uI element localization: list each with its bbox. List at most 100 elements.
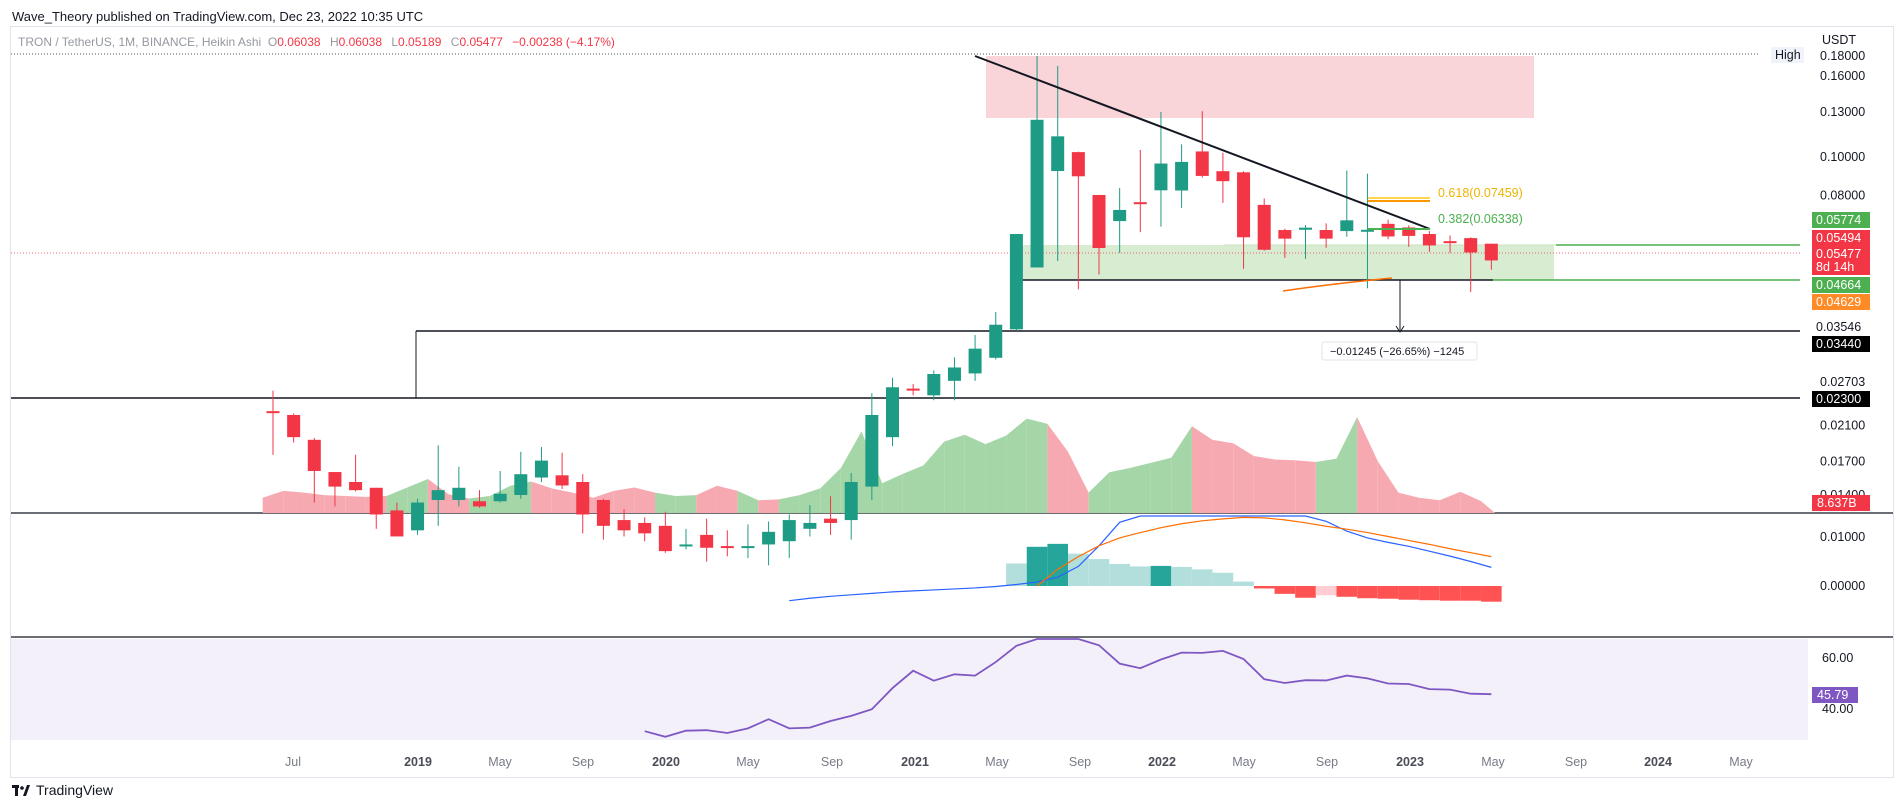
time-tick-label: Sep [1565, 755, 1587, 769]
candle-body [968, 348, 982, 374]
candle-body [1340, 220, 1354, 232]
volume-area-segment [1191, 426, 1213, 513]
volume-area-segment [985, 435, 1007, 513]
candle-body [431, 490, 445, 500]
macd-tick-label: 0.01000 [1820, 530, 1865, 544]
macd-histogram-bar [1481, 586, 1502, 602]
macd-histogram-bar [1130, 566, 1151, 586]
volume-area-segment [613, 487, 635, 513]
macd-signal-line [1036, 516, 1492, 587]
volume-area-segment [262, 490, 284, 513]
candle-body [266, 411, 280, 414]
volume-area-segment [531, 481, 552, 513]
time-tick-label: May [985, 755, 1009, 769]
volume-area-segment [1047, 423, 1069, 513]
price-tag-label: 0.02300 [1816, 392, 1861, 406]
candle-body [720, 546, 734, 549]
volume-tag-label: 8.637B [1817, 496, 1857, 510]
time-tick-label: May [1481, 755, 1505, 769]
rsi-value-tag-label: 45.79 [1817, 688, 1848, 702]
price-tag-label: 0.04664 [1816, 278, 1861, 292]
macd-histogram-bar [1006, 563, 1027, 586]
legend-close-value: 0.05477 [459, 35, 503, 49]
legend-open-value: 0.06038 [277, 35, 321, 49]
candle-body [865, 414, 879, 487]
candle-body [1422, 234, 1436, 246]
volume-area-segment [820, 467, 841, 513]
candle-body [411, 502, 425, 531]
macd-histogram-bar [1212, 572, 1234, 586]
price-tag-bg [1812, 259, 1870, 275]
price-tick-label: 0.13000 [1820, 105, 1865, 119]
volume-area-segment [1419, 497, 1440, 513]
time-tick-label: Sep [572, 755, 594, 769]
candle-body [1071, 152, 1085, 177]
measure-box [1321, 341, 1478, 361]
candle-body [576, 481, 590, 515]
macd-histogram-bar [1233, 581, 1254, 586]
candle-body [906, 388, 920, 391]
volume-area-segment [675, 495, 697, 513]
volume-area-segment [386, 487, 408, 513]
time-tick-label: May [736, 755, 760, 769]
candle-body [1009, 234, 1023, 330]
candle-body [927, 374, 941, 396]
legend-high-label: H [329, 35, 339, 49]
price-tag-bg [1812, 294, 1870, 310]
volume-area-segment [1481, 501, 1496, 513]
price-tag-label: 0.05477 [1816, 247, 1861, 261]
volume-area-segment [345, 496, 366, 513]
macd-histogram-bar [1026, 546, 1048, 586]
time-tick-label: Sep [1316, 755, 1338, 769]
candle-body [658, 525, 672, 552]
volume-area-segment [758, 499, 779, 513]
macd-histogram-bar [1295, 586, 1316, 598]
rsi-tick-label: 60.00 [1822, 651, 1853, 665]
price-tag-bg [1812, 391, 1870, 407]
candle-body [534, 460, 548, 478]
candle-body [886, 387, 899, 438]
candle-body [328, 472, 342, 487]
candle-body [369, 487, 383, 515]
macd-histogram-bar [1253, 586, 1275, 589]
descending-trendline [974, 55, 1431, 230]
volume-area-segment [1336, 416, 1358, 513]
time-tick-label: May [488, 755, 512, 769]
macd-histogram-bar [1357, 586, 1378, 599]
volume-area-segment [551, 488, 573, 513]
price-tick-label: 0.01700 [1820, 455, 1865, 469]
time-tick-label: 2022 [1148, 755, 1176, 769]
volume-area-segment [634, 487, 656, 513]
candle-body [1133, 202, 1147, 205]
candle-body [679, 544, 693, 547]
volume-area-segment [716, 485, 738, 513]
volume-area-segment [1460, 491, 1482, 513]
volume-area-segment [799, 488, 821, 513]
price-tag-bg [1812, 336, 1870, 352]
candle-body [1195, 151, 1209, 176]
volume-area-segment [1006, 418, 1027, 513]
candle-body [762, 531, 776, 545]
candle-body [782, 520, 796, 542]
tradingview-brand[interactable]: TradingView [12, 782, 113, 798]
rsi-value-tag-bg [1812, 687, 1858, 703]
price-tag-bg [1812, 230, 1870, 246]
chart-container[interactable] [10, 26, 1894, 778]
fib-382-label: 0.382(0.06338) [1438, 212, 1523, 226]
legend-high-value: 0.06038 [338, 35, 382, 49]
time-tick-label: Jul [285, 755, 301, 769]
high-label-bg [1771, 47, 1804, 63]
candle-body [1360, 229, 1374, 232]
volume-area-segment [1357, 416, 1378, 513]
volume-area-segment [778, 495, 800, 513]
legend-change: −0.00238 (−4.17%) [512, 35, 615, 49]
price-tag-label: 0.05494 [1816, 231, 1861, 245]
macd-histogram-bar [1171, 566, 1192, 586]
volume-area-segment [944, 434, 965, 513]
macd-histogram-bar [1315, 586, 1337, 596]
volume-area-segment [1233, 443, 1254, 513]
volume-area-segment [1088, 472, 1110, 513]
legend-close-label: C [450, 35, 460, 49]
candle-body [473, 501, 486, 507]
